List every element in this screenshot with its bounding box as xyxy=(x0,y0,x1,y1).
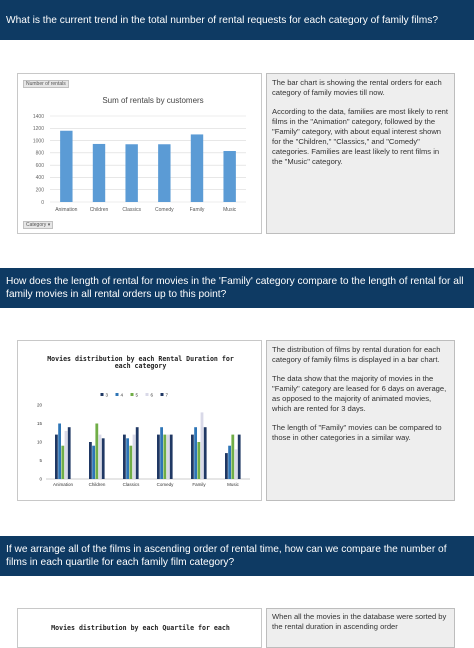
x-tick-label: Classics xyxy=(122,207,141,213)
bar-music-4 xyxy=(228,445,231,479)
chart-title-3: Movies distribution by each Quartile for… xyxy=(51,624,230,632)
bar-animation-7 xyxy=(67,427,71,479)
y-tick-label: 0 xyxy=(41,200,44,206)
x-tick-label: Family xyxy=(190,207,205,213)
legend-label: 4 xyxy=(121,392,124,397)
explanation-box-1: The bar chart is showing the rental orde… xyxy=(266,73,455,234)
x-tick-label: Children xyxy=(90,207,109,213)
bar-children-6 xyxy=(98,434,102,479)
bar-animation-3 xyxy=(55,434,58,479)
legend-swatch-4 xyxy=(115,393,119,396)
y-tick-label: 1200 xyxy=(33,126,44,132)
chart-title-2: Movies distribution by each Rental Durat… xyxy=(47,355,234,370)
chevron-down-icon: ▾ xyxy=(47,222,51,228)
x-tick-label: Comedy xyxy=(155,207,174,213)
question-text-2: How does the length of rental for movies… xyxy=(6,276,464,300)
legend-label: 7 xyxy=(166,392,169,397)
explanation-1-paragraph-2: According to the data, families are most… xyxy=(272,107,449,166)
bar-chart-rentals: 0 200 400 600 800 1000 1200 1400 Animation Childr… xyxy=(33,114,246,213)
bar-children-4 xyxy=(92,445,95,479)
legend-swatch-5 xyxy=(130,393,134,396)
bar-comedy-4 xyxy=(160,427,163,479)
question-text-3: If we arrange all of the films in ascend… xyxy=(6,544,447,568)
x-tick-label: Music xyxy=(227,482,240,487)
question-text-1: What is the current trend in the total n… xyxy=(6,14,439,26)
x-tick-label: Animation xyxy=(55,207,77,213)
legend-swatch-3 xyxy=(100,393,104,396)
x-tick-label: Music xyxy=(223,207,237,213)
explanation-2-paragraph-2: The data show that the majority of movie… xyxy=(272,374,447,413)
question-banner-2: How does the length of rental for movies… xyxy=(0,268,474,308)
bar-music-5 xyxy=(231,434,235,479)
bar-comedy-5 xyxy=(163,434,167,479)
y-tick-label: 800 xyxy=(36,151,45,157)
y-tick-label: 1400 xyxy=(33,114,44,120)
x-tick-label: Comedy xyxy=(157,482,175,487)
bar-music xyxy=(223,151,236,202)
y-tick-label: 0 xyxy=(39,477,42,482)
explanation-box-3: When all the movies in the database were… xyxy=(266,608,455,648)
x-tick-label: Classics xyxy=(123,482,141,487)
y-tick-label: 600 xyxy=(36,163,45,169)
bar-family-7 xyxy=(203,427,207,479)
chart-panel-1: Number of rentals Sum of rentals by cust… xyxy=(17,73,262,234)
bar-classics-7 xyxy=(135,427,139,479)
bar-comedy xyxy=(158,144,171,202)
explanation-box-2: The distribution of films by rental dura… xyxy=(266,340,455,501)
bar-family-3 xyxy=(191,434,194,479)
bar-family-4 xyxy=(194,427,197,479)
legend-label: 6 xyxy=(151,392,154,397)
bar-comedy-6 xyxy=(166,434,170,479)
bar-children xyxy=(92,143,106,202)
bar-children-5 xyxy=(95,423,99,479)
chart-panel-3: Movies distribution by each Quartile for… xyxy=(17,608,262,648)
x-tick-label: Animation xyxy=(53,482,74,487)
x-tick-label: Children xyxy=(89,482,106,487)
question-banner-1: What is the current trend in the total n… xyxy=(0,0,474,40)
bar-classics-6 xyxy=(132,434,136,479)
question-banner-3: If we arrange all of the films in ascend… xyxy=(0,536,474,576)
legend-swatch-7 xyxy=(160,393,164,396)
bar-animation xyxy=(60,130,73,202)
field-button-number-of-rentals[interactable]: Number of rentals xyxy=(23,80,69,88)
bar-comedy-3 xyxy=(157,434,160,479)
y-tick-label: 20 xyxy=(37,403,43,408)
grouped-bar-chart-duration: 3 4 5 6 7 0 5 10 15 20 Animation Children Classics Co… xyxy=(37,392,250,487)
legend-swatch-6 xyxy=(145,393,149,396)
explanation-1-paragraph-1: The bar chart is showing the rental orde… xyxy=(272,78,442,97)
y-tick-label: 200 xyxy=(36,188,45,194)
bar-family-6 xyxy=(200,412,204,479)
explanation-3-paragraph-1: When all the movies in the database were… xyxy=(272,612,447,631)
bar-music-6 xyxy=(234,449,238,479)
y-tick-label: 10 xyxy=(37,440,43,445)
y-tick-label: 5 xyxy=(39,458,42,463)
filter-button-label: Category xyxy=(26,222,47,228)
y-tick-label: 400 xyxy=(36,175,45,181)
bar-comedy-7 xyxy=(169,434,173,479)
legend-label: 5 xyxy=(136,392,139,397)
bar-classics xyxy=(125,144,138,202)
explanation-2-paragraph-3: The length of "Family" movies can be com… xyxy=(272,423,442,442)
bar-animation-4 xyxy=(58,423,61,479)
x-tick-label: Family xyxy=(192,482,206,487)
explanation-2-paragraph-1: The distribution of films by rental dura… xyxy=(272,345,441,364)
chart-title-1: Sum of rentals by customers xyxy=(102,96,204,105)
bar-classics-4 xyxy=(126,438,129,479)
bar-children-7 xyxy=(101,438,105,479)
y-tick-label: 1000 xyxy=(33,138,44,144)
bar-music-3 xyxy=(225,453,228,479)
bar-children-3 xyxy=(89,442,92,479)
legend-label: 3 xyxy=(106,392,109,397)
bar-classics-5 xyxy=(129,445,133,479)
bar-animation-6 xyxy=(64,430,68,479)
filter-button-category[interactable]: Category ▾ xyxy=(23,221,54,229)
bar-classics-3 xyxy=(123,434,126,479)
bar-animation-5 xyxy=(61,445,65,479)
bar-family xyxy=(190,134,204,202)
bar-family-5 xyxy=(197,442,201,479)
chart-panel-2: Movies distribution by each Rental Durat… xyxy=(17,340,262,501)
y-tick-label: 15 xyxy=(37,421,43,426)
bar-music-7 xyxy=(237,434,241,479)
